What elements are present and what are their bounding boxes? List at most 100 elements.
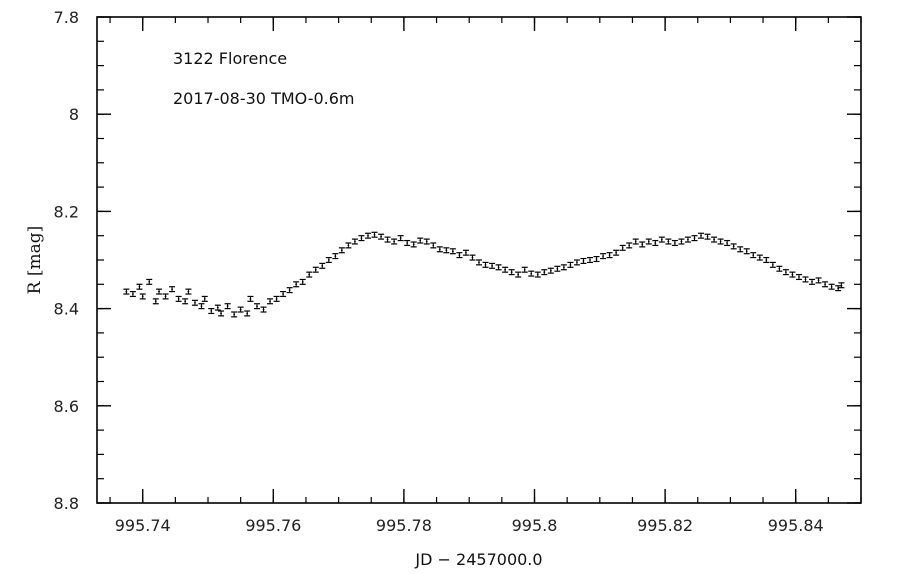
data-point (678, 238, 685, 245)
object-name-annotation: 3122 Florence (173, 49, 287, 68)
data-point (430, 242, 437, 249)
y-tick-label: 7.8 (54, 8, 79, 27)
data-marker (465, 251, 467, 254)
data-marker (321, 264, 324, 267)
y-axis-ticks: 7.8 8 8.2 8.4 8.6 8.8 (54, 8, 861, 513)
x-axis-label: JD − 2457000.0 (414, 550, 542, 569)
data-point (769, 261, 776, 268)
data-point (508, 269, 515, 276)
data-marker (184, 300, 187, 303)
data-point (528, 270, 535, 277)
data-marker (445, 249, 448, 252)
data-point (286, 287, 293, 294)
data-point (554, 265, 561, 272)
data-marker (628, 244, 631, 247)
data-point (730, 243, 737, 250)
y-tick-label: 8.2 (54, 202, 79, 221)
data-marker (484, 263, 487, 266)
data-point (763, 256, 770, 264)
data-marker (673, 242, 676, 244)
data-marker (530, 272, 533, 275)
data-marker (543, 271, 546, 274)
data-point (632, 238, 639, 245)
data-marker (132, 293, 134, 295)
data-marker (791, 273, 794, 276)
data-marker (562, 266, 565, 269)
data-point (201, 295, 208, 302)
data-point (410, 241, 417, 248)
data-marker (641, 243, 644, 246)
data-marker (419, 239, 422, 242)
data-marker (840, 284, 843, 287)
data-point (573, 259, 580, 266)
data-marker (771, 263, 774, 266)
data-marker (589, 259, 591, 261)
data-marker (226, 305, 229, 308)
data-point (515, 271, 522, 278)
data-marker (406, 242, 409, 244)
data-marker (706, 235, 709, 238)
data-marker (275, 297, 278, 300)
data-marker (451, 250, 454, 253)
data-marker (220, 312, 222, 315)
y-tick-label: 8.8 (54, 494, 79, 513)
x-axis-ticks: 995.74 995.76 995.78 995.8 995.82 995.84 (109, 17, 862, 535)
data-marker (425, 240, 428, 243)
data-point (273, 295, 280, 302)
data-point (260, 306, 267, 313)
data-marker (269, 300, 271, 303)
data-point (717, 238, 724, 245)
data-point (185, 288, 192, 295)
data-marker (380, 235, 382, 238)
data-marker (308, 273, 311, 276)
data-point (404, 239, 411, 247)
data-point (247, 295, 254, 302)
data-marker (138, 285, 141, 288)
data-marker (497, 266, 500, 269)
data-point (351, 238, 358, 245)
data-marker (249, 297, 252, 300)
data-point (469, 254, 476, 261)
data-marker (752, 254, 755, 257)
data-point (691, 235, 698, 242)
data-point (684, 236, 691, 243)
data-point (756, 254, 763, 261)
data-point (658, 236, 665, 243)
data-point (593, 255, 600, 263)
data-marker (602, 255, 604, 258)
data-marker (340, 249, 343, 252)
data-marker (347, 244, 350, 247)
data-marker (693, 237, 696, 240)
data-marker (288, 289, 291, 292)
data-point (449, 248, 456, 255)
data-point (224, 303, 231, 310)
data-point (162, 293, 169, 300)
data-marker (478, 261, 480, 264)
data-point (476, 259, 482, 266)
data-point (502, 266, 509, 273)
data-marker (154, 300, 157, 303)
data-point (182, 298, 189, 305)
data-marker (171, 288, 173, 291)
data-point (606, 252, 613, 259)
data-point (280, 290, 287, 298)
data-marker (608, 254, 611, 257)
data-point (237, 306, 244, 313)
data-point (671, 239, 678, 247)
data-marker (200, 305, 203, 308)
data-marker (667, 240, 670, 243)
x-tick-label: 995.8 (512, 516, 558, 535)
data-point (482, 261, 489, 268)
data-point (737, 246, 744, 253)
data-marker (233, 313, 236, 316)
data-point (378, 233, 385, 240)
data-marker (517, 273, 520, 276)
data-marker (164, 295, 167, 298)
data-point (665, 238, 672, 245)
data-point (191, 299, 198, 306)
data-marker (432, 244, 435, 247)
data-marker (778, 267, 781, 270)
data-point (231, 311, 238, 318)
data-point (698, 232, 705, 239)
data-point (345, 242, 352, 249)
